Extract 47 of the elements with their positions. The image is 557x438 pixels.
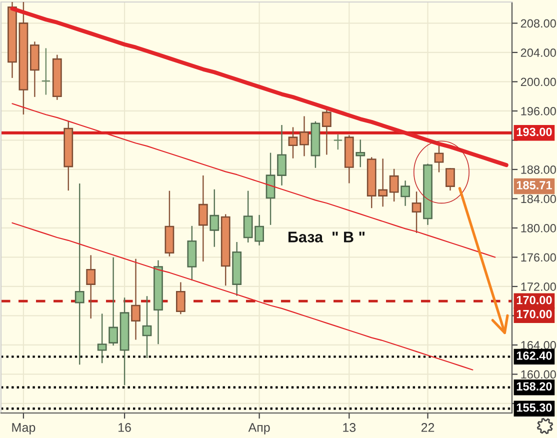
candlestick [97,314,107,364]
candlestick [198,175,208,262]
y-tick-label: 176.00 [521,253,556,262]
y-tick-label: 164.00 [521,341,556,350]
y-tick-label: 160.00 [521,370,556,379]
y-tick-label: 204.00 [520,48,556,57]
candlestick [356,140,366,168]
candlestick [400,180,410,206]
candlestick [176,282,186,314]
ref-line-label: 158.20 [516,382,552,391]
candlestick [333,134,343,150]
candlestick [142,296,152,358]
annotation: 170.00 [516,310,552,318]
ref-line-label: 162.40 [516,352,552,360]
candlestick [434,144,444,172]
y-tick-label: 184.00 [521,194,556,204]
y-tick-label: 208.00 [520,19,556,28]
y-tick-label: 196.00 [521,107,556,116]
y-tick-label: 188.00 [521,166,556,174]
candlestick [277,124,286,186]
ref-line-label: 155.30 [516,403,552,412]
candlestick [300,116,309,156]
candlestick [86,255,96,319]
y-tick-label: 172.00 [521,282,556,291]
annotation: 185.71 [516,181,552,190]
line-series [12,222,474,370]
candlestick [41,48,51,95]
candlestick [266,152,276,225]
y-tick-label: 200.00 [520,78,556,86]
x-tick-label: 16 [118,423,131,432]
candlestick [288,127,298,158]
ref-line-label: 170.00 [516,296,552,304]
candlestick [446,168,455,191]
x-tick-label: 13 [343,423,356,432]
candlestick [108,257,118,346]
candlestick [322,108,332,155]
candlestick [389,168,399,202]
candlestick [210,189,220,247]
candlestick [412,192,422,233]
x-tick-label: Апр [248,423,270,434]
x-tick-label: Мар [12,423,36,434]
ref-line-label: 193.00 [516,128,552,136]
candlestick [74,184,84,365]
y-tick-label: 180.00 [521,224,556,232]
annotation: База " В " [288,232,365,242]
x-tick-label: 22 [421,423,434,432]
candlestick [131,258,140,340]
